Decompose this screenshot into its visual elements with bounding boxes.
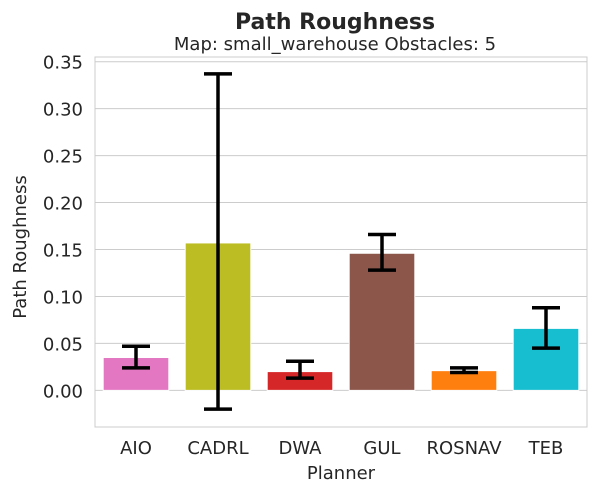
grid-layer [95, 61, 587, 391]
x-tick-label: DWA [279, 438, 323, 459]
x-axis-label: Planner [307, 463, 376, 484]
error-layer [122, 72, 560, 411]
bar-layer [102, 242, 580, 391]
y-tick-label: 0.30 [43, 100, 83, 121]
chart-subtitle: Map: small_warehouse Obstacles: 5 [174, 34, 496, 55]
x-tick-label: ROSNAV [426, 438, 502, 459]
x-tick-label: CADRL [187, 438, 248, 459]
y-tick-label: 0.05 [43, 334, 83, 355]
y-tick-label: 0.35 [43, 53, 83, 74]
y-tick-label: 0.00 [43, 381, 83, 402]
y-tick-label: 0.20 [43, 194, 83, 215]
x-tick-label: TEB [528, 438, 564, 459]
x-tick-label: AIO [120, 438, 152, 459]
y-axis-label: Path Roughness [10, 175, 31, 318]
tick-layer: 0.00 0.05 0.10 0.15 0.20 0.25 0.30 0.35 AIO CADRL… [43, 53, 563, 459]
plot-frame [94, 56, 588, 428]
y-tick-label: 0.15 [43, 241, 83, 262]
x-tick-label: GUL [363, 438, 400, 459]
bar [348, 252, 416, 391]
chart-title: Path Roughness [235, 10, 435, 35]
y-tick-label: 0.10 [43, 287, 83, 308]
y-tick-label: 0.25 [43, 147, 83, 168]
